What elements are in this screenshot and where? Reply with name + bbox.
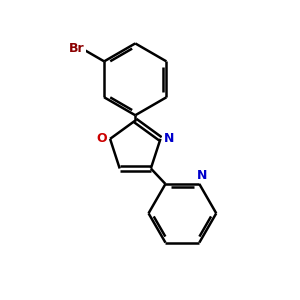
Text: N: N [164, 132, 174, 146]
Text: Br: Br [69, 42, 85, 55]
Text: N: N [197, 169, 208, 182]
Text: O: O [97, 132, 107, 146]
